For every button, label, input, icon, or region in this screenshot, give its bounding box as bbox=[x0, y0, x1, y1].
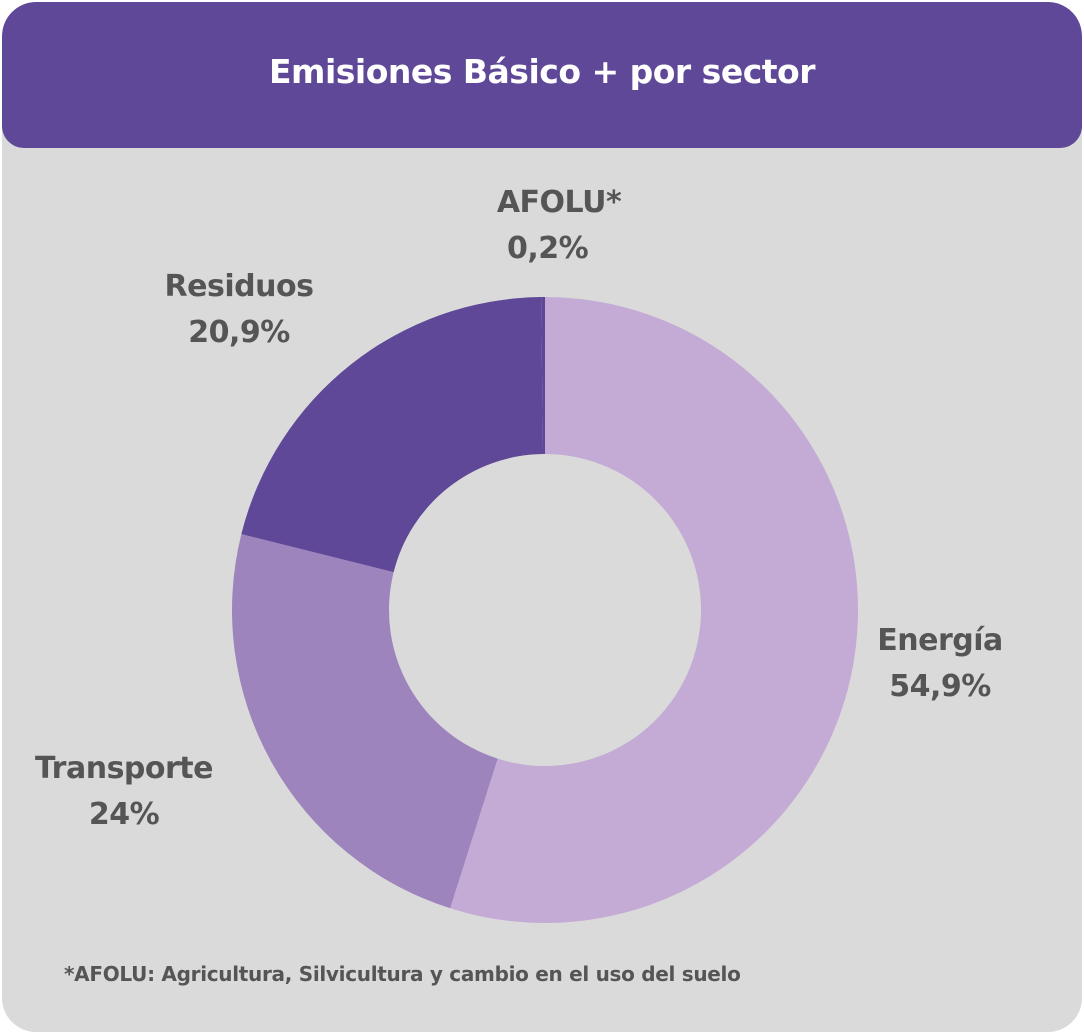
footnote: *AFOLU: Agricultura, Silvicultura y camb… bbox=[64, 962, 741, 986]
donut-slice-energ-a bbox=[450, 297, 859, 924]
slice-value-energia: 54,9% bbox=[889, 669, 991, 704]
slice-label-energia: Energía 54,9% bbox=[850, 618, 1030, 710]
donut-slice-residuos bbox=[241, 297, 544, 573]
donut-slice-afolu bbox=[541, 297, 545, 455]
slice-name-energia: Energía bbox=[877, 623, 1003, 658]
slice-label-residuos: Residuos 20,9% bbox=[149, 264, 329, 356]
slice-value-transporte: 24% bbox=[88, 797, 160, 832]
slice-name-afolu: AFOLU* bbox=[496, 185, 622, 220]
slice-value-residuos: 20,9% bbox=[188, 315, 290, 350]
slice-label-afolu: AFOLU* 0,2% bbox=[469, 180, 649, 272]
slice-label-transporte: Transporte 24% bbox=[24, 746, 224, 838]
slice-name-residuos: Residuos bbox=[164, 269, 314, 304]
chart-title: Emisiones Básico + por sector bbox=[269, 52, 815, 91]
donut-slice-transporte bbox=[231, 534, 498, 909]
slice-value-afolu: 0,2% bbox=[507, 231, 589, 266]
slice-name-transporte: Transporte bbox=[35, 751, 214, 786]
chart-header: Emisiones Básico + por sector bbox=[2, 2, 1082, 148]
